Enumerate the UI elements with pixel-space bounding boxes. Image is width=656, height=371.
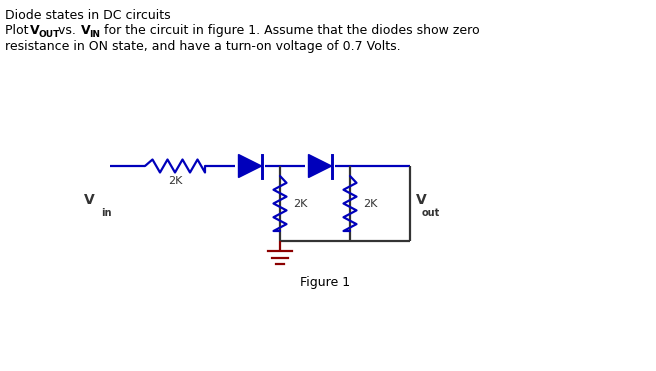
Text: in: in bbox=[101, 207, 112, 217]
Text: Figure 1: Figure 1 bbox=[300, 276, 350, 289]
Text: 2K: 2K bbox=[168, 176, 182, 186]
Text: V: V bbox=[416, 193, 427, 207]
Text: vs.: vs. bbox=[54, 24, 80, 37]
Text: V: V bbox=[84, 193, 95, 207]
Text: 2K: 2K bbox=[293, 198, 308, 209]
Text: V: V bbox=[30, 24, 39, 37]
Text: Plot: Plot bbox=[5, 24, 33, 37]
Text: for the circuit in figure 1. Assume that the diodes show zero: for the circuit in figure 1. Assume that… bbox=[100, 24, 480, 37]
Text: 2K: 2K bbox=[363, 198, 377, 209]
Text: Diode states in DC circuits: Diode states in DC circuits bbox=[5, 9, 171, 22]
Polygon shape bbox=[239, 154, 262, 177]
Text: IN: IN bbox=[89, 30, 100, 39]
Polygon shape bbox=[308, 154, 331, 177]
Text: OUT: OUT bbox=[39, 30, 60, 39]
Text: V: V bbox=[81, 24, 90, 37]
Text: out: out bbox=[422, 207, 440, 217]
Text: resistance in ON state, and have a turn-on voltage of 0.7 Volts.: resistance in ON state, and have a turn-… bbox=[5, 40, 401, 53]
